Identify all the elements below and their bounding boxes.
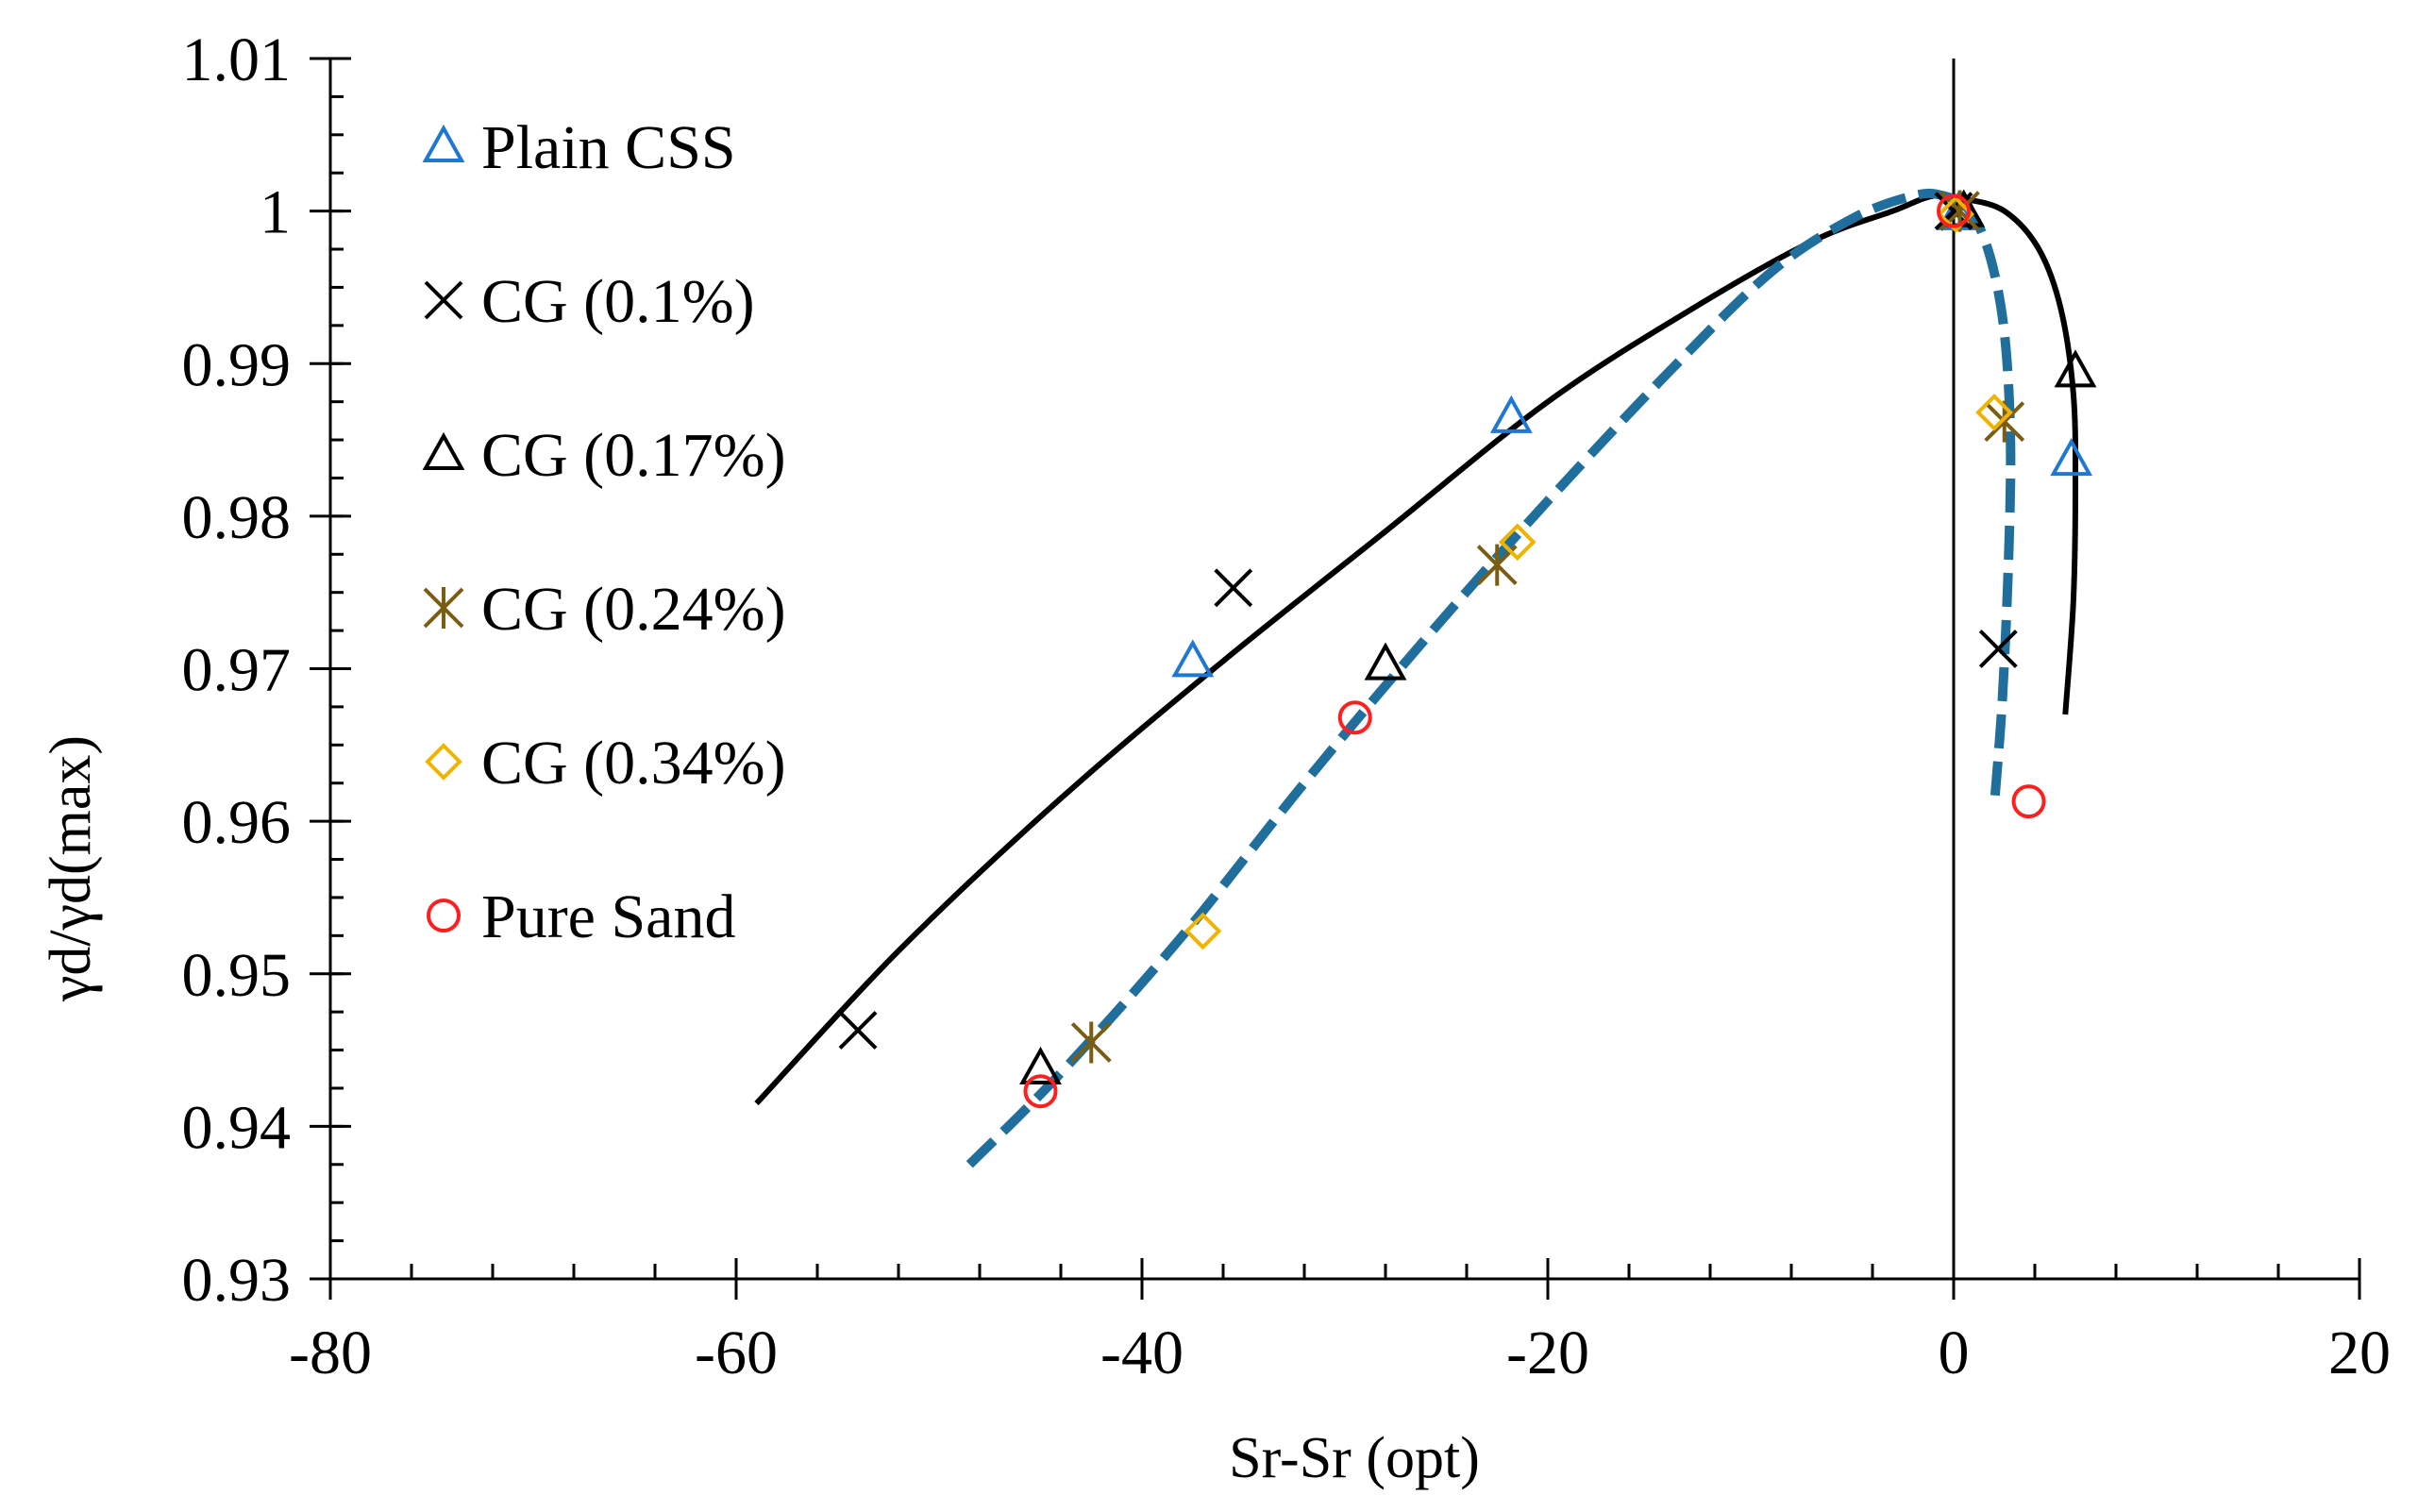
legend-label-cg-0-24: CG (0.24%) <box>481 575 786 644</box>
x-marker-stroke <box>1978 630 2018 668</box>
y-tick-label: 0.93 <box>182 1246 292 1315</box>
x-axis-title: Sr-Sr (opt) <box>1229 1426 1480 1490</box>
data-point-cg-0-17 <box>2054 349 2097 388</box>
legend: Plain CSS CG (0.1%) CG (0.17%) CG (0.24%) CG… <box>422 113 786 951</box>
x-tick-label: -60 <box>695 1319 778 1387</box>
y-tick-label: 0.96 <box>182 788 292 857</box>
diamond-marker-shape <box>1184 912 1222 950</box>
fit-curves <box>754 188 2079 1168</box>
y-tick-label: 0.95 <box>182 941 292 1010</box>
circle-marker-shape <box>1023 1074 1058 1109</box>
legend-marker-pure-sand <box>427 899 461 932</box>
triangle-marker-shape <box>2050 437 2093 477</box>
data-point-plain-css <box>1171 639 1215 678</box>
diamond-marker-shape <box>1498 523 1536 562</box>
x-tick-label: -20 <box>1506 1319 1589 1387</box>
triangle-marker-shape <box>1364 642 1407 680</box>
triangle-marker-shape <box>1019 1046 1062 1084</box>
axes: 0.93 0.94 0.95 0.96 0.97 0.98 0.99 1 1.01 -80 -60 -… <box>182 25 2392 1387</box>
data-point-cg-0-34 <box>1937 195 1974 233</box>
triangle-marker-shape <box>1171 639 1215 678</box>
y-tick-label: 1 <box>260 178 291 247</box>
y-tick-label: 0.94 <box>182 1093 292 1162</box>
legend-label-cg-0-1: CG (0.1%) <box>481 267 755 336</box>
data-point-cg-0-1 <box>1978 630 2018 668</box>
y-tick-label: 1.01 <box>182 25 292 94</box>
circle-marker-shape <box>2011 784 2046 819</box>
x-tick-label: -80 <box>289 1319 372 1387</box>
data-point-cg-0-34 <box>1498 523 1536 562</box>
curve-fit-dashed <box>966 188 2016 1168</box>
triangle-marker-shape <box>1489 395 1533 433</box>
legend-label-pure-sand: Pure Sand <box>481 882 735 951</box>
legend-marker-cg-0-17 <box>422 431 465 470</box>
data-point-cg-0-34 <box>1184 912 1222 950</box>
legend-marker-plain-css <box>422 124 465 162</box>
x-tick-label: 20 <box>2328 1319 2391 1387</box>
triangle-marker-shape <box>422 431 465 470</box>
data-markers <box>838 189 2097 1109</box>
triangle-marker-shape <box>1942 189 1986 227</box>
triangle-marker-shape <box>422 124 465 162</box>
circle-marker-shape <box>1937 193 1971 228</box>
y-tick-label: 0.98 <box>182 483 292 552</box>
data-point-cg-0-1 <box>1214 568 1253 608</box>
x-marker-stroke <box>838 1011 878 1050</box>
y-tick-label: 0.97 <box>182 636 292 705</box>
data-point-cg-0-17 <box>1019 1046 1062 1084</box>
x-marker-stroke <box>424 280 463 320</box>
data-point-cg-0-1 <box>838 1011 878 1050</box>
data-point-pure-sand <box>1023 1074 1058 1109</box>
data-point-cg-0-17 <box>1364 642 1407 680</box>
legend-label-plain-css: Plain CSS <box>481 113 736 182</box>
triangle-marker-shape <box>2054 349 2097 388</box>
diamond-marker-shape <box>1975 394 2013 431</box>
data-point-plain-css <box>2050 437 2093 477</box>
diamond-marker-shape <box>425 743 462 781</box>
data-point-cg-0-34 <box>1975 394 2013 431</box>
data-point-plain-css <box>1489 395 1533 433</box>
x-tick-label: 0 <box>1939 1319 1970 1387</box>
legend-marker-cg-0-34 <box>425 743 462 781</box>
data-point-pure-sand <box>1337 700 1372 735</box>
circle-marker-shape <box>1337 700 1372 735</box>
legend-marker-cg-0-24 <box>423 587 464 629</box>
y-axis-title: γd/γd(max) <box>39 735 103 1002</box>
x-tick-label: -40 <box>1100 1319 1184 1387</box>
circle-marker-shape <box>427 899 461 932</box>
x-marker-stroke <box>1214 568 1253 608</box>
data-point-cg-0-24 <box>1070 1021 1112 1064</box>
legend-label-cg-0-34: CG (0.34%) <box>481 729 786 798</box>
data-point-pure-sand <box>1937 193 1971 228</box>
data-point-pure-sand <box>2011 784 2046 819</box>
y-tick-label: 0.99 <box>182 330 292 399</box>
legend-marker-cg-0-1 <box>424 280 463 320</box>
data-point-cg-0-17 <box>1942 189 1986 227</box>
diamond-marker-shape <box>1937 195 1974 233</box>
legend-label-cg-0-17: CG (0.17%) <box>481 421 786 490</box>
